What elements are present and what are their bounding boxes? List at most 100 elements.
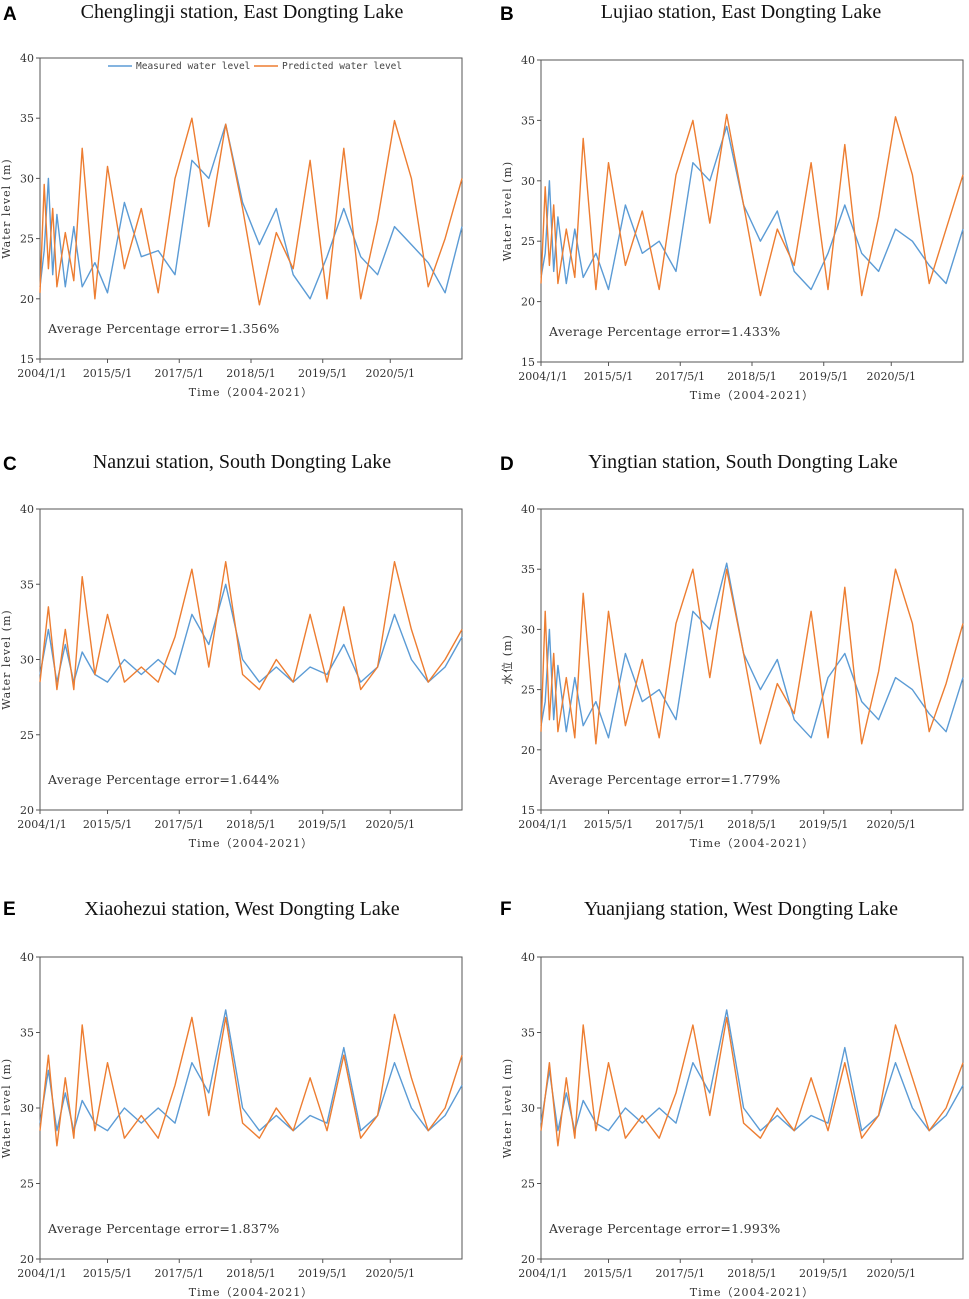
y-tick-label: 40: [20, 951, 34, 964]
y-tick-label: 20: [20, 804, 34, 817]
y-tick-label: 35: [20, 1027, 34, 1040]
x-tick-label: 2004/1/1: [518, 1267, 567, 1280]
y-tick-label: 30: [521, 623, 535, 636]
x-axis-label: Time（2004-2021）: [189, 1286, 314, 1299]
panel-d: D Yingtian station, South Dongting Lake 15…: [500, 451, 964, 850]
measured-line: [540, 562, 964, 739]
y-axis-label: Water level (m): [0, 1058, 13, 1158]
y-axis-label: Water level (m): [501, 161, 514, 261]
x-tick-label: 2017/5/1: [155, 1267, 204, 1280]
predicted-line: [540, 113, 964, 297]
y-tick-label: 40: [20, 52, 34, 65]
panel-letter: A: [3, 4, 17, 25]
x-tick-label: 2018/5/1: [727, 818, 776, 831]
x-axis-label: Time（2004-2021）: [189, 386, 314, 399]
measured-line: [540, 125, 964, 291]
y-tick-label: 25: [20, 729, 34, 742]
y-tick-label: 30: [20, 654, 34, 667]
error-annotation: Average Percentage error=1.779%: [548, 772, 781, 787]
x-tick-label: 2015/5/1: [83, 818, 132, 831]
error-annotation: Average Percentage error=1.433%: [548, 324, 781, 339]
legend-measured-label: Measured water level: [136, 61, 250, 72]
x-tick-label: 2018/5/1: [727, 1267, 776, 1280]
panel-letter: F: [500, 899, 512, 920]
panel-title: Yingtian station, South Dongting Lake: [588, 451, 898, 473]
panel-b: B Lujiao station, East Dongting Lake15202…: [500, 1, 964, 402]
predicted-line: [39, 1013, 463, 1147]
y-tick-label: 25: [521, 684, 535, 697]
y-tick-label: 30: [521, 1102, 535, 1115]
error-annotation: Average Percentage error=1.356%: [47, 321, 280, 336]
x-tick-label: 2017/5/1: [656, 1267, 705, 1280]
y-tick-label: 40: [521, 951, 535, 964]
x-tick-label: 2017/5/1: [155, 818, 204, 831]
x-axis-label: Time（2004-2021）: [690, 1286, 815, 1299]
y-tick-label: 40: [20, 503, 34, 516]
y-axis-label: Water level (m): [501, 1058, 514, 1158]
x-tick-label: 2019/5/1: [298, 1267, 347, 1280]
y-tick-label: 35: [20, 112, 34, 125]
x-tick-label: 2018/5/1: [226, 818, 275, 831]
y-tick-label: 20: [521, 296, 535, 309]
x-tick-label: 2017/5/1: [656, 370, 705, 383]
plot-area: [39, 956, 463, 1260]
x-tick-label: 2004/1/1: [17, 367, 66, 380]
y-tick-label: 40: [521, 54, 535, 67]
panel-title: Lujiao station, East Dongting Lake: [601, 1, 882, 23]
measured-line: [39, 583, 463, 683]
measured-line: [540, 1009, 964, 1132]
y-axis-label: Water level (m): [0, 609, 13, 709]
x-tick-label: 2020/5/1: [366, 818, 415, 831]
y-tick-label: 15: [521, 804, 535, 817]
panel-title: Xiaohezui station, West Dongting Lake: [84, 898, 399, 920]
y-axis-label: 水位 (m): [500, 634, 514, 685]
y-tick-label: 35: [521, 563, 535, 576]
predicted-line: [540, 1016, 964, 1147]
predicted-line: [540, 568, 964, 745]
x-tick-label: 2004/1/1: [17, 818, 66, 831]
x-tick-label: 2020/5/1: [867, 818, 916, 831]
y-tick-label: 35: [20, 578, 34, 591]
y-tick-label: 40: [521, 503, 535, 516]
x-axis-label: Time（2004-2021）: [690, 389, 815, 402]
x-tick-label: 2004/1/1: [17, 1267, 66, 1280]
panel-letter: B: [500, 4, 514, 25]
panel-title: Nanzui station, South Dongting Lake: [93, 451, 391, 473]
x-tick-label: 2018/5/1: [226, 1267, 275, 1280]
x-axis-label: Time（2004-2021）: [690, 837, 815, 850]
measured-line: [39, 123, 463, 300]
y-tick-label: 15: [521, 356, 535, 369]
y-tick-label: 35: [521, 114, 535, 127]
x-tick-label: 2004/1/1: [518, 370, 567, 383]
x-tick-label: 2015/5/1: [83, 1267, 132, 1280]
y-tick-label: 30: [521, 175, 535, 188]
x-tick-label: 2015/5/1: [83, 367, 132, 380]
y-tick-label: 30: [20, 1102, 34, 1115]
y-tick-label: 35: [521, 1027, 535, 1040]
x-tick-label: 2019/5/1: [298, 818, 347, 831]
panel-letter: E: [3, 899, 16, 920]
x-tick-label: 2019/5/1: [298, 367, 347, 380]
measured-line: [39, 1009, 463, 1132]
error-annotation: Average Percentage error=1.837%: [47, 1221, 280, 1236]
legend: Measured water level Predicted water leve…: [108, 61, 402, 72]
x-tick-label: 2015/5/1: [584, 818, 633, 831]
legend-predicted-label: Predicted water level: [282, 61, 402, 72]
x-tick-label: 2020/5/1: [867, 370, 916, 383]
x-tick-label: 2019/5/1: [799, 1267, 848, 1280]
y-tick-label: 20: [20, 293, 34, 306]
plot-area: [540, 956, 964, 1260]
panel-c: C Nanzui station, South Dongting Lake 20 25…: [0, 451, 463, 850]
x-tick-label: 2018/5/1: [226, 367, 275, 380]
y-tick-label: 25: [521, 235, 535, 248]
panel-title: Yuanjiang station, West Dongting Lake: [584, 898, 898, 920]
x-tick-label: 2020/5/1: [366, 367, 415, 380]
y-tick-label: 25: [20, 233, 34, 246]
panel-f: F Yuanjiang station, West Dongting Lake 20…: [500, 898, 964, 1299]
x-tick-label: 2020/5/1: [867, 1267, 916, 1280]
x-tick-label: 2018/5/1: [727, 370, 776, 383]
error-annotation: Average Percentage error=1.644%: [47, 772, 280, 787]
x-tick-label: 2017/5/1: [155, 367, 204, 380]
x-tick-label: 2004/1/1: [518, 818, 567, 831]
